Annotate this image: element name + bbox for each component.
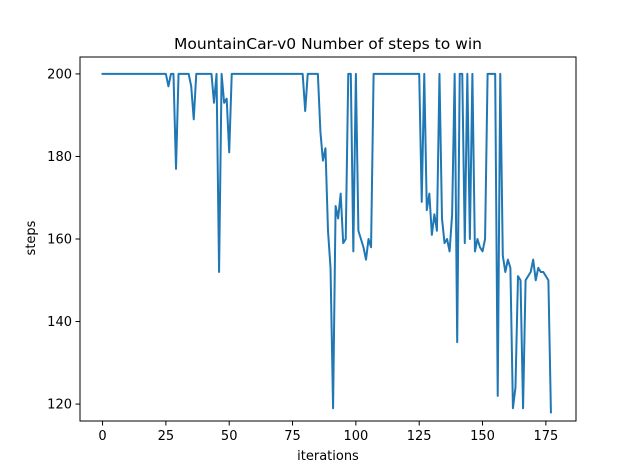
x-tick-label: 175 xyxy=(533,429,558,444)
y-tick-label: 180 xyxy=(47,150,72,165)
chart-title: MountainCar-v0 Number of steps to win xyxy=(174,35,482,53)
x-tick-label: 25 xyxy=(158,429,175,444)
x-tick-label: 75 xyxy=(284,429,301,444)
y-tick-label: 120 xyxy=(47,398,72,413)
series-line-1 xyxy=(101,72,552,414)
x-tick-label: 100 xyxy=(343,429,368,444)
x-tick-label: 0 xyxy=(98,429,106,444)
y-tick-label: 200 xyxy=(47,67,72,82)
x-tick-label: 50 xyxy=(221,429,238,444)
plot-area xyxy=(101,72,552,414)
x-tick-label: 150 xyxy=(470,429,495,444)
y-axis-label: steps xyxy=(24,220,39,255)
y-tick-label: 140 xyxy=(47,315,72,330)
x-axis-label: iterations xyxy=(297,449,359,464)
axes: 0 25 50 75 100 125 150 175 120 140 160 180 200 xyxy=(47,56,577,444)
x-tick-label: 125 xyxy=(407,429,432,444)
y-tick-label: 160 xyxy=(47,233,72,248)
